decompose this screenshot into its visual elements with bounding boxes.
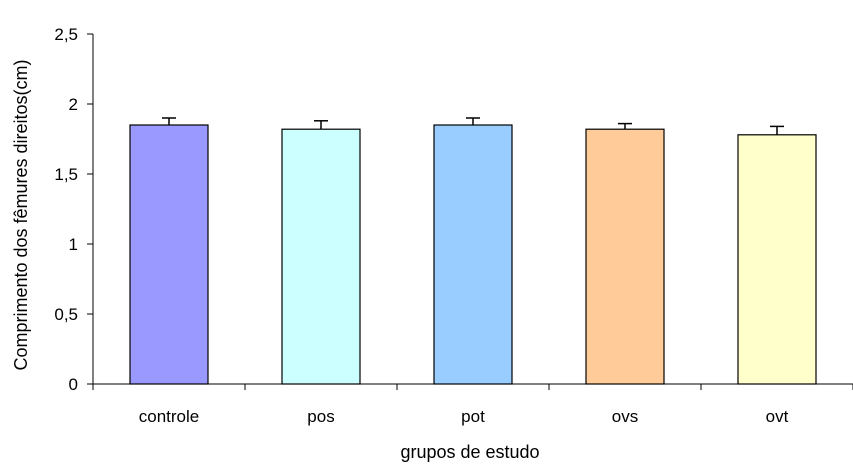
bar-pos (281, 128, 361, 385)
bar-ovs (585, 128, 665, 385)
y-tick-label: 1 (69, 235, 78, 254)
y-tick-label: 1,5 (54, 165, 78, 184)
y-tick-label: 2,5 (54, 25, 78, 44)
x-tick-label-controle: controle (139, 407, 199, 426)
y-tick-label: 0,5 (54, 305, 78, 324)
y-tick-label: 0 (69, 375, 78, 394)
x-tick-label-pot: pot (461, 407, 485, 426)
y-axis-title: Comprimento dos fêmures direitos(cm) (11, 59, 31, 370)
bars-group (129, 124, 817, 385)
y-tick-label: 2 (69, 95, 78, 114)
error-bars-group (162, 117, 784, 135)
x-tick-label-pos: pos (307, 407, 334, 426)
axes-group (92, 34, 853, 385)
ticks-group: 0 0,5 1 1,5 2 2,5 controle pos pot ovs ovt (54, 25, 853, 426)
bar-controle (129, 124, 209, 385)
x-tick-label-ovs: ovs (612, 407, 638, 426)
bar-ovt (737, 134, 817, 385)
x-tick-label-ovt: ovt (766, 407, 789, 426)
bar-pot (433, 124, 513, 385)
x-axis-title: grupos de estudo (400, 442, 539, 462)
